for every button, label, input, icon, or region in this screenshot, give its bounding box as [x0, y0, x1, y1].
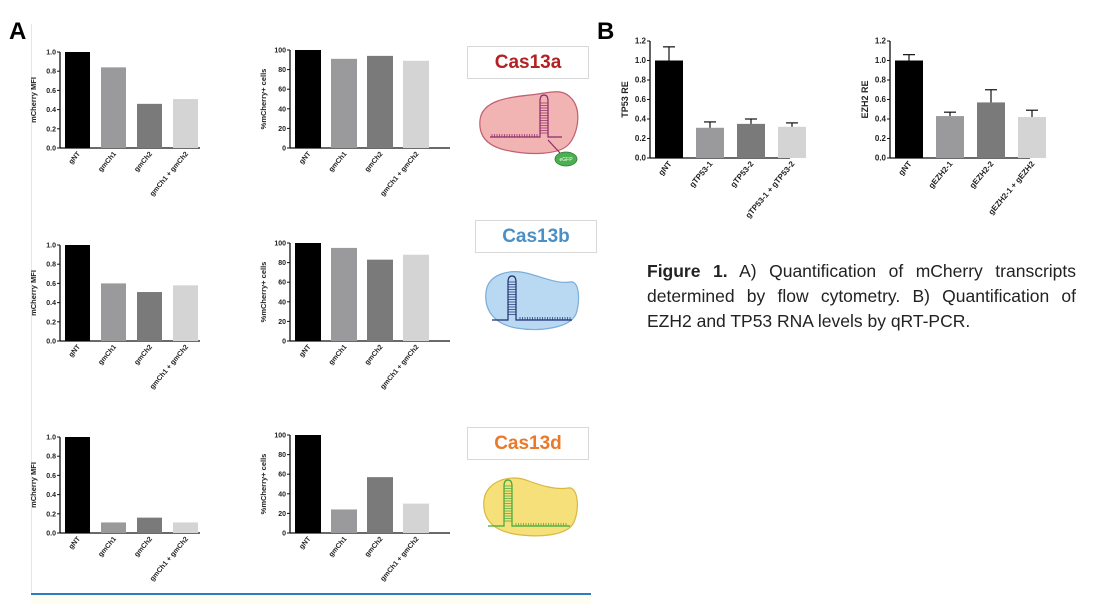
y-axis-label: EZH2 RE	[860, 80, 870, 118]
bar-gnt	[655, 60, 683, 158]
bar-gezh2-2	[977, 102, 1005, 158]
y-tick-label: 0.0	[875, 154, 887, 163]
y-tick-label: 1.0	[875, 56, 887, 65]
panel-a-frame	[31, 24, 592, 594]
cas13b-label-box: Cas13b	[475, 220, 597, 253]
bar-gezh2-1-gezh2	[1018, 117, 1046, 158]
x-tick-label: gEZH2-1	[927, 159, 955, 190]
y-tick-label: 0.4	[875, 115, 887, 124]
cas13b-rna-strand	[492, 275, 572, 321]
bar-gnt	[895, 60, 923, 158]
panel-a-bottom-rule	[31, 593, 591, 595]
y-axis-label: TP53 RE	[620, 81, 630, 118]
y-tick-label: 0.2	[875, 134, 887, 143]
bar-gtp53-1-gtp53-2	[778, 126, 806, 158]
panel-a-label: A	[9, 18, 27, 45]
cas13a-rna-base-ticks	[491, 102, 548, 137]
x-tick-label: gTP53-2	[729, 159, 756, 189]
y-tick-label: 0.2	[635, 134, 647, 143]
cas13b-label: Cas13b	[502, 225, 570, 247]
gfp-linker	[547, 139, 561, 154]
y-tick-label: 0.8	[635, 76, 647, 85]
y-tick-label: 0.8	[875, 76, 887, 85]
y-tick-label: 0.6	[635, 95, 647, 104]
y-tick-label: 0.6	[875, 95, 887, 104]
cas13b-protein-shape	[485, 271, 580, 331]
bar-gezh2-1	[936, 116, 964, 158]
cas13d-label: Cas13d	[494, 432, 562, 454]
cas13a-label-box: Cas13a	[467, 46, 589, 79]
cas13a-label: Cas13a	[494, 51, 562, 73]
x-tick-label: gTP53-1 + gTP53-2	[744, 159, 797, 220]
bar-gtp53-2	[737, 123, 765, 158]
y-tick-label: 0.0	[635, 154, 647, 163]
x-tick-label: gEZH2-1 + gEZH2	[987, 159, 1037, 216]
cas13d-label-box: Cas13d	[467, 427, 589, 460]
x-tick-label: gNT	[897, 159, 914, 177]
cas13a-protein-shape	[479, 91, 579, 155]
cas13a-rna-strand	[490, 94, 562, 138]
x-tick-label: gNT	[657, 159, 674, 177]
cas13b-illustration	[485, 271, 580, 331]
cas13d-rna-base-ticks	[504, 485, 567, 526]
x-tick-label: gEZH2-2	[968, 159, 996, 190]
cas13a-illustration: eGFP	[479, 91, 579, 167]
bar-gtp53-1	[696, 127, 724, 158]
egfp-icon	[554, 151, 578, 167]
y-tick-label: 1.0	[635, 56, 647, 65]
x-tick-label: gTP53-1	[688, 159, 715, 189]
cas13d-illustration	[483, 477, 578, 537]
caption-text: A) Quantification of mCherry transcripts…	[647, 261, 1077, 331]
cas13d-protein-shape	[483, 477, 578, 537]
y-tick-label: 1.2	[635, 37, 647, 46]
cas13b-rna-base-ticks	[508, 281, 571, 320]
egfp-label: eGFP	[559, 157, 573, 163]
cas13d-rna-strand	[488, 479, 570, 527]
caption-bold: Figure 1.	[647, 261, 728, 281]
panel-a-bottom-strip	[31, 596, 591, 604]
y-tick-label: 0.4	[635, 115, 647, 124]
panel-b-label: B	[597, 18, 615, 45]
y-tick-label: 1.2	[875, 37, 887, 46]
figure-caption: Figure 1. A) Quantification of mCherry t…	[647, 259, 1076, 334]
